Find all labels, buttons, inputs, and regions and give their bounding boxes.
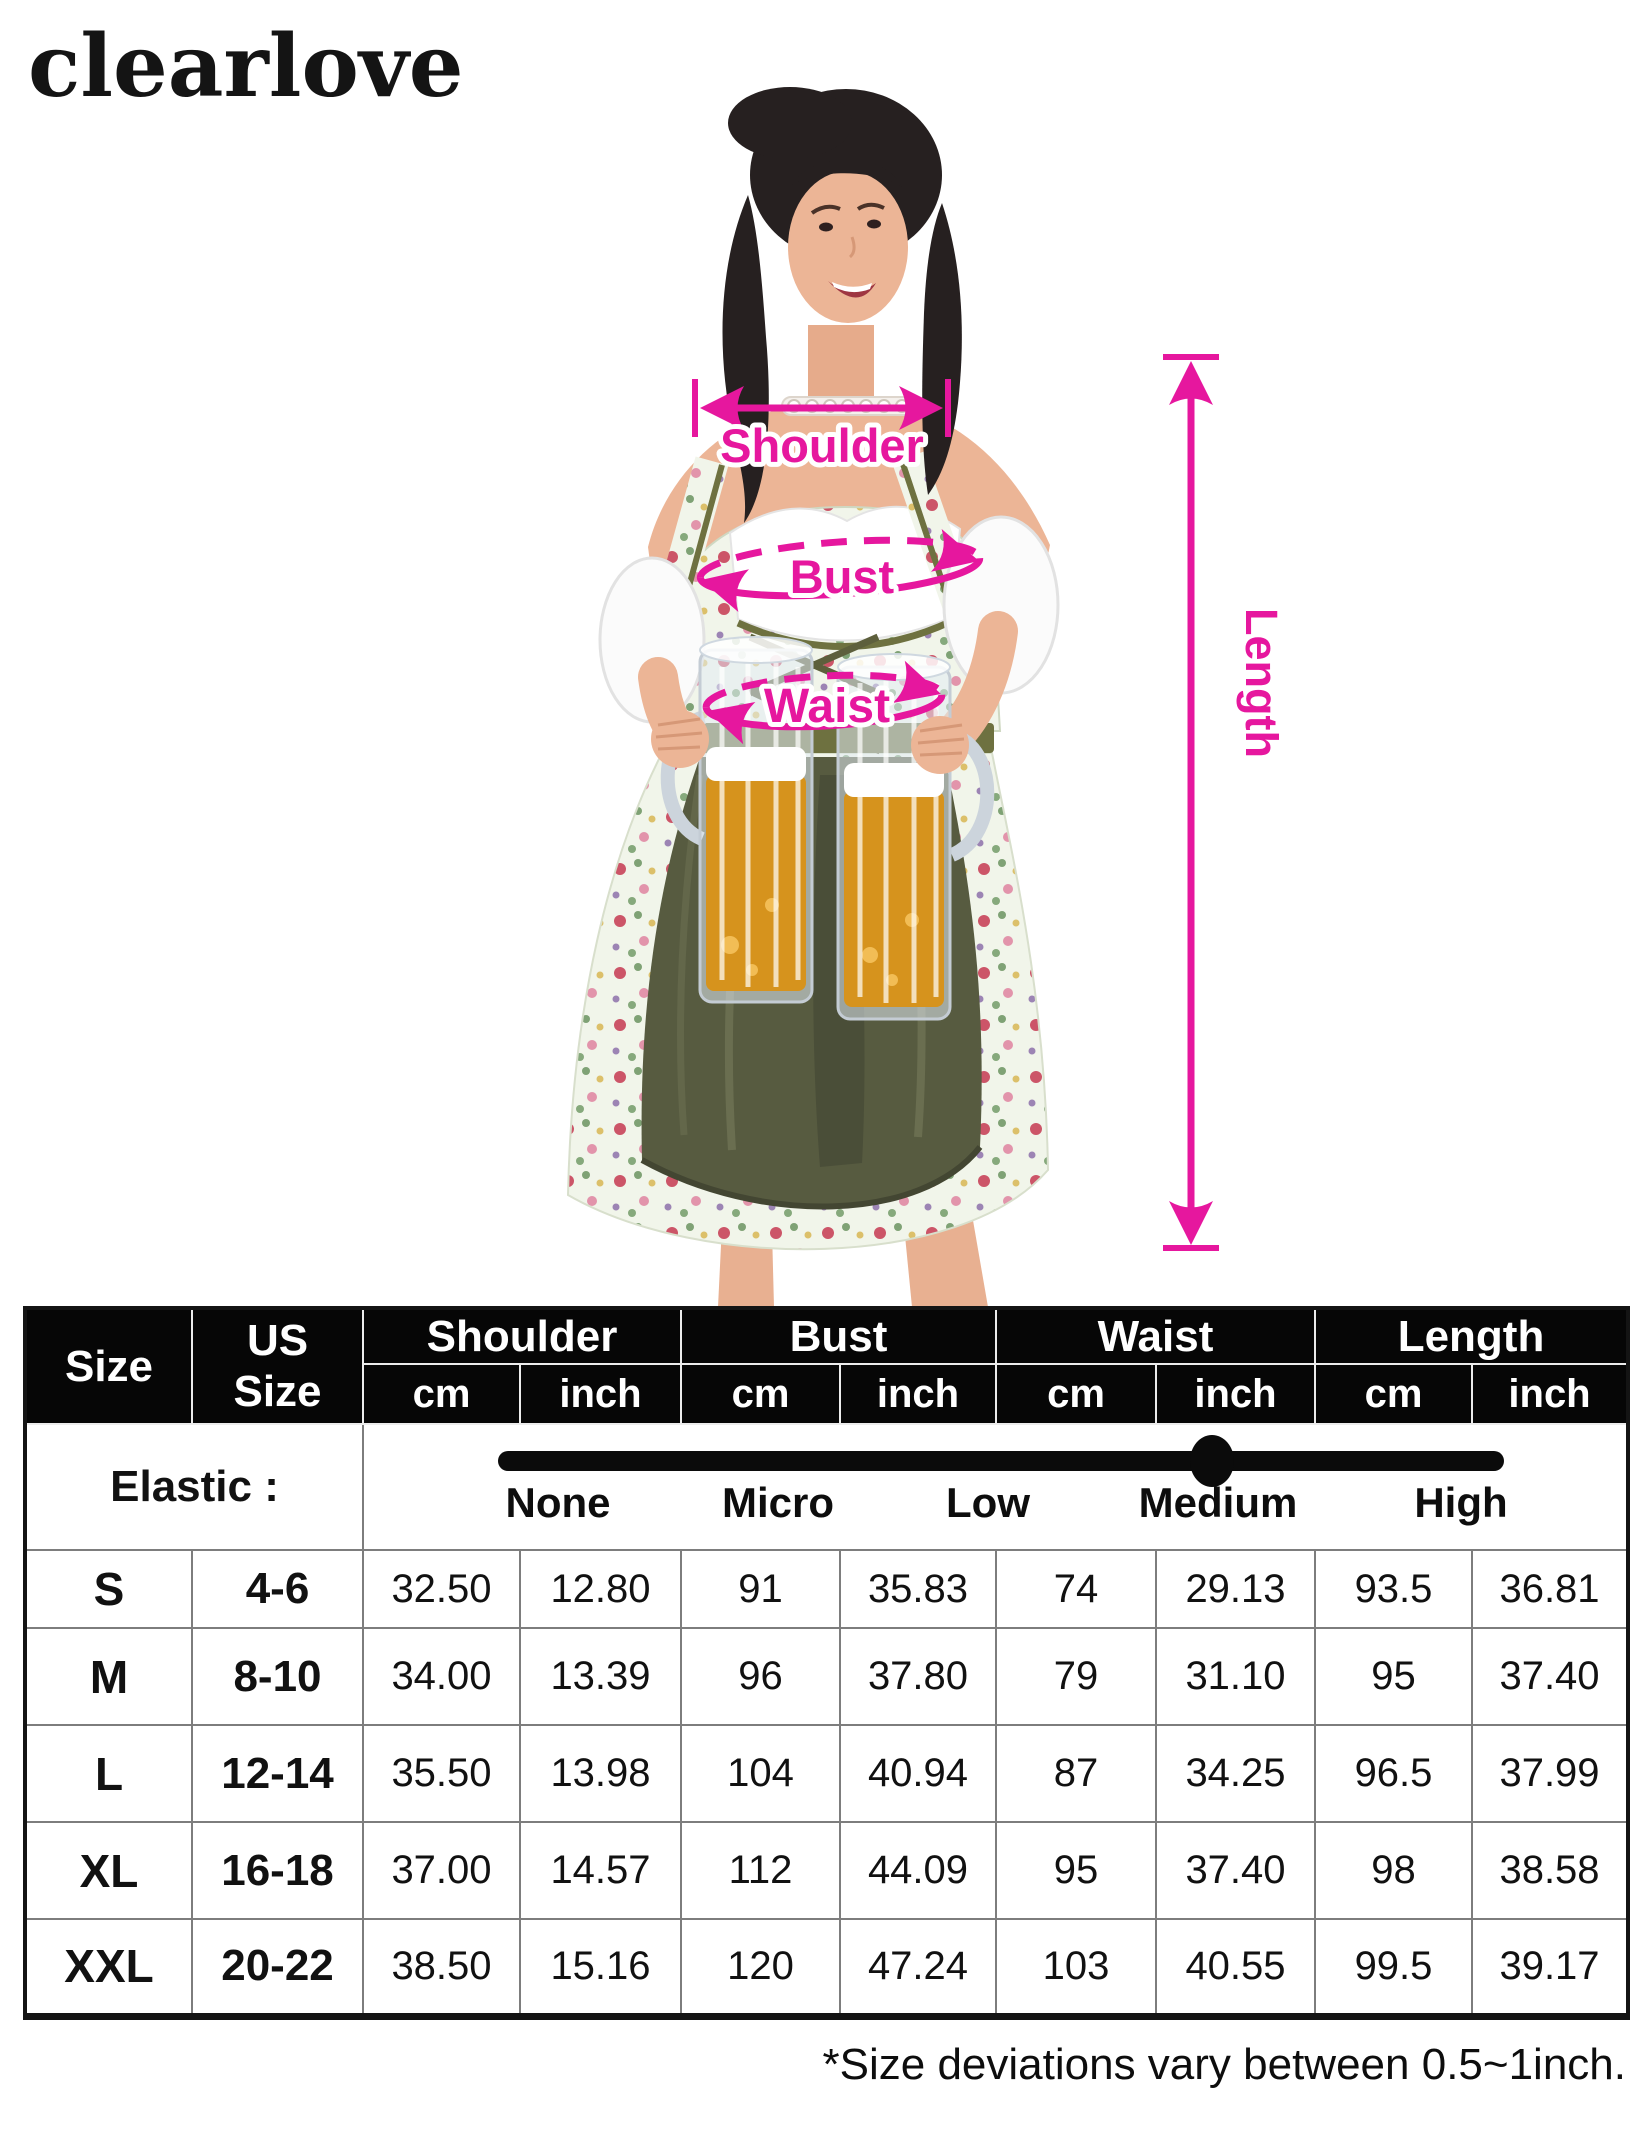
measurement-cell: 44.09 [839, 1821, 997, 1920]
elastic-option-micro: Micro [721, 1479, 835, 1526]
size-row-xxl: XXL 20-22 38.50 15.16 120 47.24 103 40.5… [24, 1918, 1630, 2017]
col-header-us-size: US Size [191, 1307, 364, 1425]
elastic-option-none: None [505, 1479, 611, 1526]
elastic-option-low: Low [946, 1479, 1030, 1526]
bodice-lacing [748, 633, 882, 755]
choker-necklace [781, 396, 919, 416]
length-annotation: Length [1163, 354, 1292, 1251]
table-units-row: cm inch cm inch cm inch cm inch [25, 1363, 1630, 1425]
measurement-cell: 15.16 [519, 1918, 682, 2017]
unit-header-length-cm: cm [1314, 1363, 1473, 1425]
model-face [788, 171, 908, 323]
measurement-cell: 35.50 [362, 1724, 521, 1823]
measurement-cell: 112 [680, 1821, 841, 1920]
model-photo [566, 87, 1060, 1307]
measurement-cell: 38.58 [1470, 1821, 1630, 1920]
size-row-xl: XL 16-18 37.00 14.57 112 44.09 95 37.40 … [24, 1821, 1630, 1920]
measurement-cell: 93.5 [1314, 1549, 1473, 1629]
measurement-cell: 12.80 [519, 1549, 682, 1629]
us-cell: 4-6 [191, 1549, 364, 1629]
measurement-cell: 104 [680, 1724, 841, 1823]
group-header-waist: Waist [995, 1307, 1316, 1365]
size-cell: S [24, 1549, 193, 1629]
size-deviation-note: *Size deviations vary between 0.5~1inch. [822, 2040, 1627, 2089]
brand-logo: clearlove [28, 16, 464, 117]
measurement-cell: 37.40 [1470, 1627, 1630, 1726]
model-hands [651, 710, 969, 774]
col-header-size: Size [24, 1307, 193, 1425]
measurement-cell: 32.50 [362, 1549, 521, 1629]
measurement-cell: 35.83 [839, 1549, 997, 1629]
measurement-cell: 39.17 [1470, 1918, 1630, 2017]
elastic-option-medium: Medium [1138, 1479, 1298, 1526]
elastic-track [498, 1451, 1504, 1471]
measurement-cell: 87 [995, 1724, 1157, 1823]
measurement-cell: 37.80 [839, 1627, 997, 1726]
unit-header-length-inch: inch [1470, 1363, 1630, 1425]
measurement-cell: 37.40 [1155, 1821, 1316, 1920]
elastic-label: Elastic : [24, 1423, 364, 1551]
elastic-row: Elastic : None Micro Low Medium High [24, 1423, 1630, 1551]
measurement-cell: 120 [680, 1918, 841, 2017]
us-cell: 20-22 [191, 1918, 364, 2017]
size-row-s: S 4-6 32.50 12.80 91 35.83 74 29.13 93.5… [24, 1549, 1630, 1629]
measurement-cell: 34.25 [1155, 1724, 1316, 1823]
unit-header-waist-cm: cm [995, 1363, 1157, 1425]
measurement-cell: 36.81 [1470, 1549, 1630, 1629]
size-cell: L [24, 1724, 193, 1823]
measurement-cell: 40.55 [1155, 1918, 1316, 2017]
measurement-cell: 37.00 [362, 1821, 521, 1920]
measurement-cell: 95 [1314, 1627, 1473, 1726]
model-face-features [810, 202, 885, 298]
measurement-cell: 14.57 [519, 1821, 682, 1920]
measurement-cell: 38.50 [362, 1918, 521, 2017]
measurement-cell: 34.00 [362, 1627, 521, 1726]
unit-header-shoulder-inch: inch [519, 1363, 682, 1425]
measurement-cell: 37.99 [1470, 1724, 1630, 1823]
unit-header-waist-inch: inch [1155, 1363, 1316, 1425]
size-cell: M [24, 1627, 193, 1726]
measurement-cell: 74 [995, 1549, 1157, 1629]
size-cell: XL [24, 1821, 193, 1920]
measurement-cell: 103 [995, 1918, 1157, 2017]
us-cell: 16-18 [191, 1821, 364, 1920]
size-cell: XXL [24, 1918, 193, 2017]
measurement-cell: 40.94 [839, 1724, 997, 1823]
measurement-cell: 29.13 [1155, 1549, 1316, 1629]
measurement-cell: 47.24 [839, 1918, 997, 2017]
elastic-scale: None Micro Low Medium High [361, 1423, 1630, 1551]
size-row-m: M 8-10 34.00 13.39 96 37.80 79 31.10 95 … [24, 1627, 1630, 1726]
unit-header-bust-inch: inch [839, 1363, 997, 1425]
measurement-cell: 95 [995, 1821, 1157, 1920]
unit-header-bust-cm: cm [680, 1363, 841, 1425]
us-cell: 8-10 [191, 1627, 364, 1726]
measurement-cell: 13.98 [519, 1724, 682, 1823]
measurement-cell: 13.39 [519, 1627, 682, 1726]
us-cell: 12-14 [191, 1724, 364, 1823]
elastic-level-indicator [1190, 1435, 1234, 1487]
measurement-cell: 98 [1314, 1821, 1473, 1920]
group-header-length: Length [1313, 1307, 1630, 1365]
size-row-l: L 12-14 35.50 13.98 104 40.94 87 34.25 9… [24, 1724, 1630, 1823]
measurement-cell: 96.5 [1314, 1724, 1473, 1823]
size-table: Elastic : None Micro Low Medium High Siz… [23, 1306, 1631, 2020]
measurement-cell: 91 [680, 1549, 841, 1629]
group-header-shoulder: Shoulder [362, 1307, 682, 1365]
unit-header-shoulder-cm: cm [362, 1363, 521, 1425]
measurement-cell: 96 [680, 1627, 841, 1726]
group-header-bust: Bust [680, 1307, 997, 1365]
measurement-cell: 99.5 [1314, 1918, 1473, 2017]
table-group-header-row: Size US Size Shoulder Bust Waist Length [24, 1307, 1630, 1425]
elastic-option-high: High [1414, 1479, 1508, 1526]
measurement-cell: 31.10 [1155, 1627, 1316, 1726]
length-label: Length [1236, 608, 1287, 758]
measurement-cell: 79 [995, 1627, 1157, 1726]
